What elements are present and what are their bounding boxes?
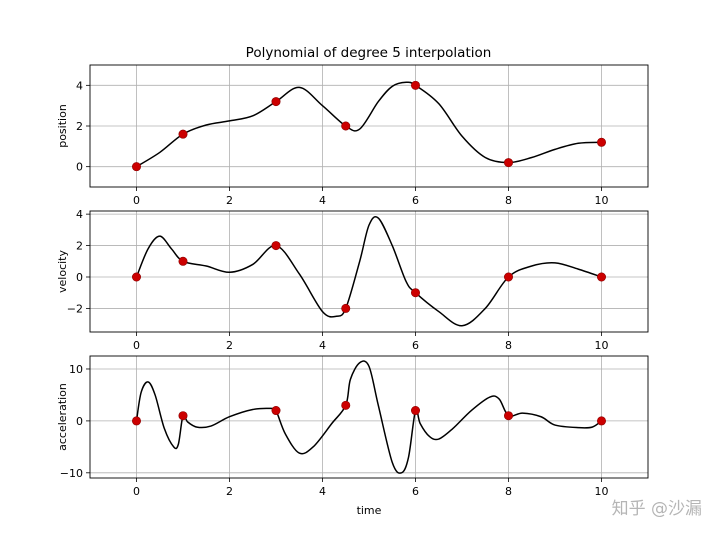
position-knot-point xyxy=(503,158,513,168)
position-knot-point xyxy=(132,162,142,172)
velocity-knot-point xyxy=(132,272,142,282)
velocity-axes-frame xyxy=(89,210,649,333)
velocity-ytick-label: 0 xyxy=(76,271,83,284)
acceleration-knot-point xyxy=(503,411,513,421)
acceleration-knot-point xyxy=(178,411,188,421)
position-ylabel: position xyxy=(56,104,69,148)
acceleration-knot-point xyxy=(596,416,606,426)
position-knot-point xyxy=(271,97,281,107)
position-xtick-label: 0 xyxy=(133,194,140,207)
velocity-panel: 0 2 4 6 8 10 −2 0 2 4 velocity xyxy=(56,208,649,352)
velocity-xtick-label: 8 xyxy=(505,339,512,352)
velocity-ylabel: velocity xyxy=(56,250,69,293)
position-xtick-label: 10 xyxy=(595,194,609,207)
acceleration-knot-point xyxy=(132,416,142,426)
position-knot-point xyxy=(341,121,351,131)
acceleration-knot-point xyxy=(410,406,420,416)
velocity-knot-point xyxy=(271,241,281,251)
velocity-ytick-label: 2 xyxy=(76,240,83,253)
watermark: 知乎 @沙漏 xyxy=(612,499,702,519)
acceleration-xtick-label: 6 xyxy=(412,485,419,498)
velocity-knot-point xyxy=(341,303,351,313)
velocity-xtick-label: 4 xyxy=(319,339,326,352)
acceleration-xtick-label: 8 xyxy=(505,485,512,498)
position-xtick-label: 2 xyxy=(226,194,233,207)
acceleration-ytick-label: −10 xyxy=(60,467,83,480)
position-knot-point xyxy=(178,129,188,139)
velocity-knot-point xyxy=(410,288,420,298)
position-ytick-label: 0 xyxy=(76,161,83,174)
velocity-xtick-label: 0 xyxy=(133,339,140,352)
velocity-xtick-label: 2 xyxy=(226,339,233,352)
acceleration-xtick-label: 10 xyxy=(595,485,609,498)
acceleration-knot-point xyxy=(341,400,351,410)
acceleration-xtick-label: 0 xyxy=(133,485,140,498)
velocity-xtick-label: 6 xyxy=(412,339,419,352)
position-xtick-label: 6 xyxy=(412,194,419,207)
velocity-ytick-label: 4 xyxy=(76,208,83,221)
acceleration-ytick-label: 0 xyxy=(76,415,83,428)
acceleration-curve xyxy=(135,360,602,474)
chart-title: Polynomial of degree 5 interpolation xyxy=(246,45,492,61)
velocity-ytick-label: −2 xyxy=(67,302,83,315)
acceleration-ytick-label: 10 xyxy=(69,363,83,376)
velocity-knot-point xyxy=(178,256,188,266)
acceleration-axes-frame xyxy=(89,355,649,479)
position-knot-point xyxy=(410,80,420,90)
acceleration-xlabel: time xyxy=(357,504,382,517)
acceleration-ylabel: acceleration xyxy=(56,383,69,451)
acceleration-xtick-label: 4 xyxy=(319,485,326,498)
position-panel: 0 2 4 6 8 10 0 2 4 position xyxy=(56,64,649,207)
velocity-knot-point xyxy=(596,272,606,282)
velocity-xtick-label: 10 xyxy=(595,339,609,352)
position-ytick-label: 2 xyxy=(76,120,83,133)
position-ytick-label: 4 xyxy=(76,79,83,92)
velocity-knot-point xyxy=(503,272,513,282)
position-xtick-label: 4 xyxy=(319,194,326,207)
position-curve xyxy=(136,81,602,168)
position-xtick-label: 8 xyxy=(505,194,512,207)
acceleration-xtick-label: 2 xyxy=(226,485,233,498)
position-knot-point xyxy=(596,137,606,147)
acceleration-knot-point xyxy=(271,406,281,416)
velocity-curve xyxy=(135,215,602,327)
